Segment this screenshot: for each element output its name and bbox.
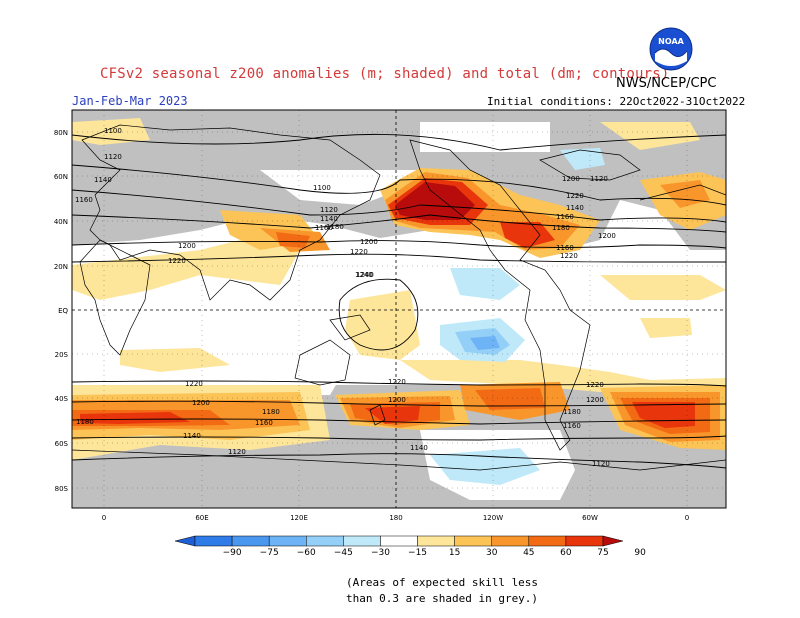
contour-labels: 1100 1120 1140 1160 1120 1140 1160 1180 …	[75, 127, 616, 468]
colorbar-segment	[565, 535, 604, 547]
contour-label: 1160	[75, 196, 93, 204]
contour-label: 1220	[566, 192, 584, 200]
colorbar-tick-label: −30	[371, 548, 390, 558]
contour-label: 1140	[320, 215, 338, 223]
contour-label: 1180	[262, 408, 280, 416]
reference-lines	[72, 110, 726, 508]
colorbar-segment	[454, 535, 492, 547]
lat-label: 20N	[54, 263, 68, 271]
colorbar-segment	[491, 535, 530, 547]
lat-label: 40S	[55, 395, 69, 403]
colorbar-arrow-right	[602, 535, 624, 547]
colorbar-segment	[306, 535, 344, 547]
colorbar-segment	[231, 535, 270, 547]
colorbar-tick-label: −75	[260, 548, 279, 558]
contour-label: 1220	[388, 378, 406, 386]
contour-label: 1160	[315, 224, 333, 232]
contour-label: 1140	[94, 176, 112, 184]
colorbar-tick-label: −45	[334, 548, 353, 558]
contour-label: 1180	[563, 408, 581, 416]
contour-label: 1200	[192, 399, 210, 407]
lon-label: 0	[102, 514, 106, 522]
lat-label: 20S	[55, 351, 69, 359]
lon-label: 0	[685, 514, 689, 522]
contour-label: 1120	[228, 448, 246, 456]
colorbar-segment	[268, 535, 307, 547]
colorbar: −90 −75 −60 −45 −30 −15 15 30 45 60 75 90	[174, 535, 646, 558]
contour-label: 1200	[178, 242, 196, 250]
contour-label: 1120	[590, 175, 608, 183]
lon-label: 120E	[290, 514, 308, 522]
contour-label: 1220	[350, 248, 368, 256]
colorbar-segment	[528, 535, 567, 547]
contour-label: 1220	[586, 381, 604, 389]
contour-label: 1180	[552, 224, 570, 232]
skill-note: (Areas of expected skill less than 0.3 a…	[346, 575, 546, 607]
contour-label: 1200	[586, 396, 604, 404]
colorbar-tick-label: 60	[560, 548, 572, 558]
lat-label: 40N	[54, 218, 68, 226]
map-shading	[72, 110, 726, 508]
latitude-labels: 80N 60N 40N 20N EQ 20S 40S 60S 80S	[54, 129, 69, 493]
colorbar-segment	[194, 535, 233, 547]
lat-label: 60S	[55, 440, 69, 448]
colorbar-tick-label: 75	[597, 548, 608, 558]
contour-label: 1160	[563, 422, 581, 430]
contour-label: 1140	[566, 204, 584, 212]
contour-label: 1140	[410, 444, 428, 452]
colorbar-tick-label: 45	[523, 548, 534, 558]
longitude-labels: 0 60E 120E 180 120W 60W 0	[102, 514, 689, 522]
lon-label: 120W	[483, 514, 503, 522]
colorbar-tick-label: −90	[223, 548, 242, 558]
contour-label: 1180	[326, 223, 344, 231]
colorbar-tick-label: 15	[449, 548, 460, 558]
colorbar-tick-label: −60	[297, 548, 316, 558]
colorbar-arrow-left	[174, 535, 196, 547]
lon-label: 180	[389, 514, 402, 522]
contour-label: 1160	[556, 213, 574, 221]
contour-label: 1200	[388, 396, 406, 404]
noaa-logo-text: NOAA	[658, 37, 684, 46]
contour-label: 1220	[185, 380, 203, 388]
colorbar-tick-label: −15	[408, 548, 427, 558]
skill-note-line: (Areas of expected skill less	[346, 576, 539, 589]
contour-label: 1120	[320, 206, 338, 214]
contour-label: 1160	[556, 244, 574, 252]
contour-label: 1200	[562, 175, 580, 183]
contour-label: 1160	[255, 419, 273, 427]
lat-label: 80N	[54, 129, 68, 137]
lat-label: 60N	[54, 173, 68, 181]
contour-label: 1200	[360, 238, 378, 246]
map-title: CFSv2 seasonal z200 anomalies (m; shaded…	[100, 66, 670, 82]
contour-label: 1220	[560, 252, 578, 260]
initial-conditions: Initial conditions: 22Oct2022-31Oct2022	[487, 95, 746, 108]
lat-label: EQ	[58, 307, 68, 315]
lon-label: 60W	[582, 514, 598, 522]
lat-label: 80S	[55, 485, 69, 493]
contour-label: 1120	[592, 460, 610, 468]
agency-label: NWS/NCEP/CPC	[616, 76, 717, 91]
noaa-logo: NOAA	[649, 27, 693, 71]
contour-label: 1100	[313, 184, 331, 192]
colorbar-segment	[343, 535, 381, 547]
colorbar-segment	[417, 535, 455, 547]
graticule	[72, 110, 726, 508]
contour-label: 1240	[356, 271, 374, 279]
contour-label: 1220	[168, 257, 186, 265]
contour-label: 1140	[183, 432, 201, 440]
skill-note-line: than 0.3 are shaded in grey.)	[346, 592, 539, 605]
height-contours	[72, 133, 726, 469]
contour-label: 1120	[104, 153, 122, 161]
lon-label: 60E	[195, 514, 208, 522]
colorbar-tick-label: 90	[634, 548, 646, 558]
contour-label: 1200	[598, 232, 616, 240]
colorbar-tick-label: 30	[486, 548, 498, 558]
contour-label: 1240	[355, 271, 373, 279]
map-frame	[71, 109, 727, 509]
forecast-period: Jan-Feb-Mar 2023	[72, 94, 188, 108]
colorbar-segment	[380, 535, 418, 547]
contour-label: 1100	[104, 127, 122, 135]
contour-label: 1180	[76, 418, 94, 426]
